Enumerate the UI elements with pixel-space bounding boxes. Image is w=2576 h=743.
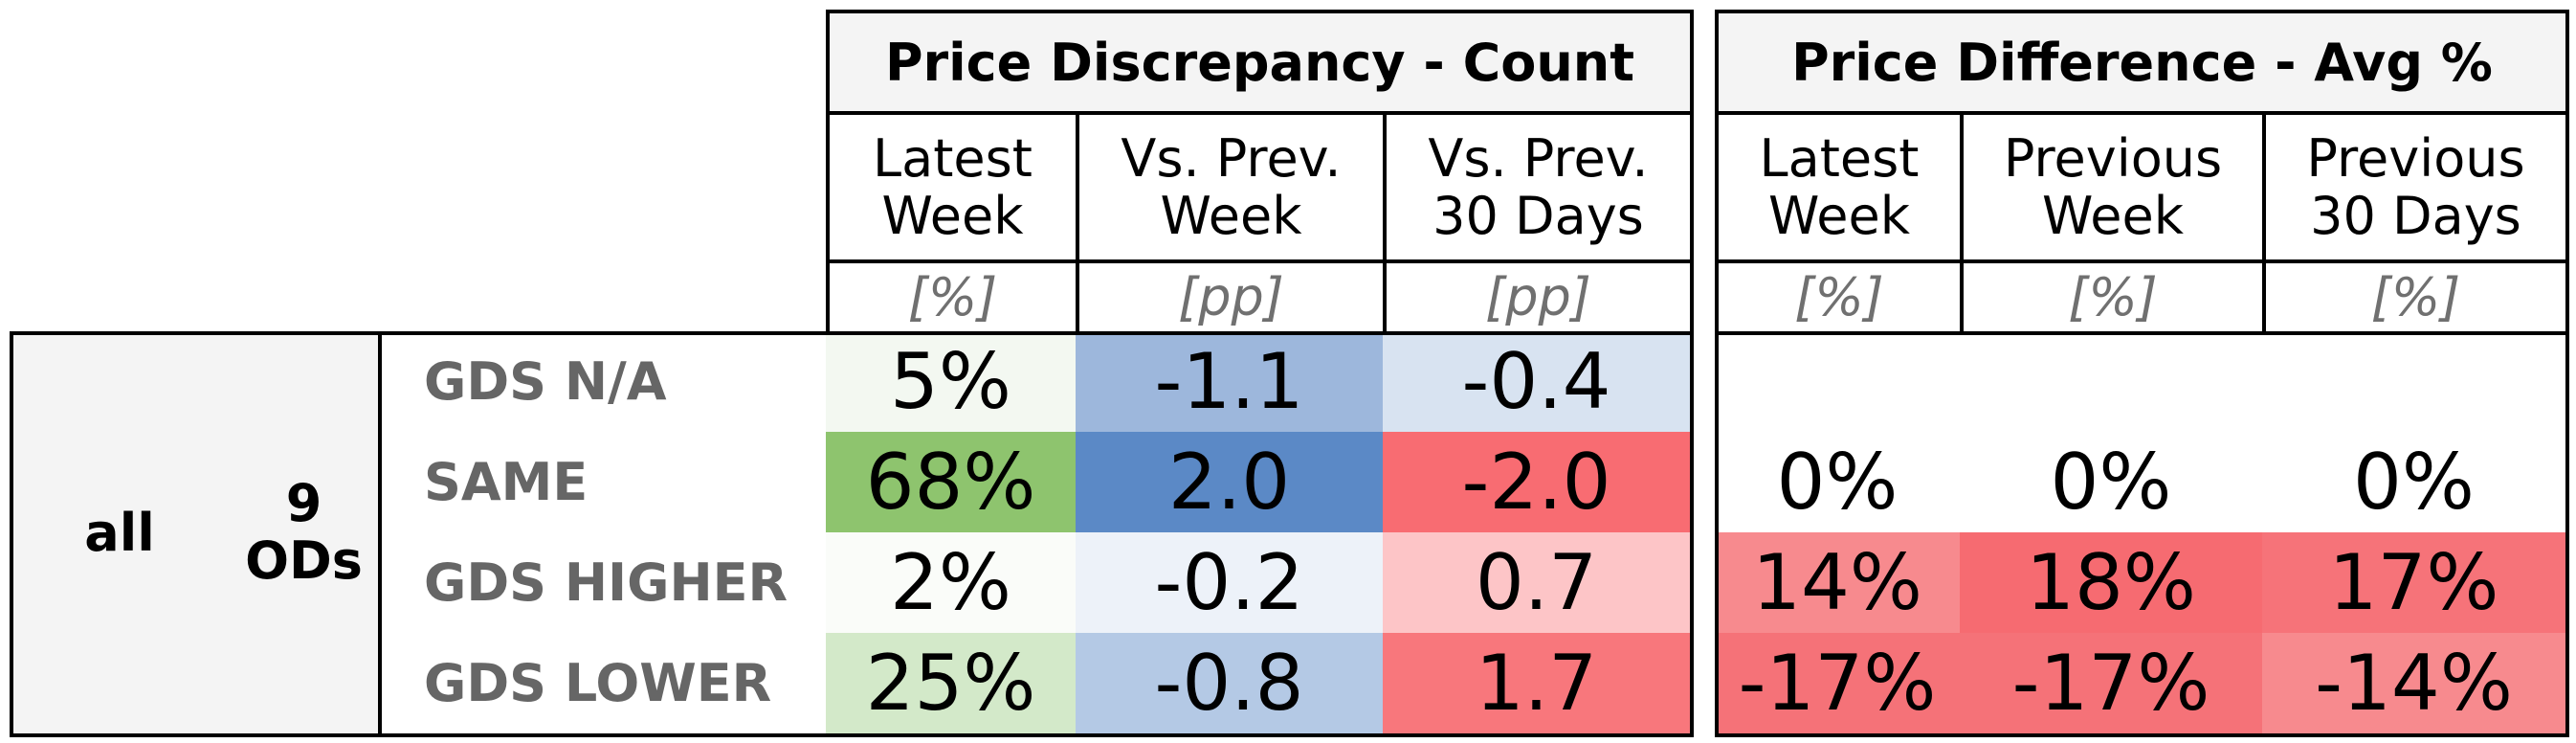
- row-group-panel: [10, 331, 380, 733]
- data-cell: -2.0: [1383, 432, 1690, 532]
- data-cell: 18%: [1960, 532, 2262, 633]
- column-unit: [%]: [1715, 263, 1964, 335]
- row-label: GDS N/A: [424, 351, 667, 412]
- ods-count: 9: [285, 473, 322, 533]
- column-unit: [%]: [2262, 263, 2569, 335]
- data-cell: 2.0: [1076, 432, 1383, 532]
- column-header-line2: Week: [1768, 185, 1910, 246]
- column-header-line1: Previous: [2003, 127, 2223, 189]
- data-cell: -14%: [2262, 633, 2565, 733]
- column-header-line2: 30 Days: [2310, 185, 2521, 246]
- data-cell: 5%: [826, 331, 1076, 432]
- data-cell: 2%: [826, 532, 1076, 633]
- row-group-divider: [378, 331, 382, 737]
- column-header-line1: Previous: [2306, 127, 2525, 189]
- group-title: Price Difference - Avg %: [1715, 10, 2569, 115]
- data-cell: 68%: [826, 432, 1076, 532]
- data-cell: -0.4: [1383, 331, 1690, 432]
- column-header: Latest Week: [1715, 115, 1964, 263]
- column-header-line1: Vs. Prev.: [1428, 127, 1649, 189]
- ods-unit: ODs: [245, 530, 363, 591]
- group-title: Price Discrepancy - Count: [826, 10, 1694, 115]
- column-header-line1: Vs. Prev.: [1121, 127, 1342, 189]
- column-header: Previous Week: [1960, 115, 2266, 263]
- data-cell: 0%: [2262, 432, 2565, 532]
- data-cell: -0.2: [1076, 532, 1383, 633]
- data-cell: 17%: [2262, 532, 2565, 633]
- data-cell: 0%: [1715, 432, 1960, 532]
- column-unit: [%]: [1960, 263, 2266, 335]
- data-cell: 0.7: [1383, 532, 1690, 633]
- data-cell: -17%: [1715, 633, 1960, 733]
- column-header: Vs. Prev. Week: [1076, 115, 1387, 263]
- data-cell: -0.8: [1076, 633, 1383, 733]
- column-unit: [%]: [826, 263, 1079, 335]
- data-cell: 14%: [1715, 532, 1960, 633]
- column-unit: [pp]: [1076, 263, 1387, 335]
- column-header: Vs. Prev. 30 Days: [1383, 115, 1694, 263]
- column-header-line2: Week: [2042, 185, 2184, 246]
- data-cell: [1715, 331, 1960, 432]
- segment-label: all: [84, 502, 155, 563]
- column-header-line2: 30 Days: [1432, 185, 1644, 246]
- column-header: Previous 30 Days: [2262, 115, 2569, 263]
- data-cell: 25%: [826, 633, 1076, 733]
- column-header-line1: Latest: [1759, 127, 1920, 189]
- data-cell: -1.1: [1076, 331, 1383, 432]
- ods-label: 9 ODs: [230, 331, 378, 733]
- row-label: GDS LOWER: [424, 653, 772, 713]
- column-unit: [pp]: [1383, 263, 1694, 335]
- row-label: SAME: [424, 452, 588, 512]
- data-cell: -17%: [1960, 633, 2262, 733]
- data-cell: [2262, 331, 2565, 432]
- column-header-line2: Week: [881, 185, 1024, 246]
- data-cell: 1.7: [1383, 633, 1690, 733]
- column-header: Latest Week: [826, 115, 1079, 263]
- column-header-line2: Week: [1160, 185, 1302, 246]
- row-label: GDS HIGHER: [424, 552, 788, 613]
- column-header-line1: Latest: [873, 127, 1033, 189]
- data-cell: 0%: [1960, 432, 2262, 532]
- data-cell: [1960, 331, 2262, 432]
